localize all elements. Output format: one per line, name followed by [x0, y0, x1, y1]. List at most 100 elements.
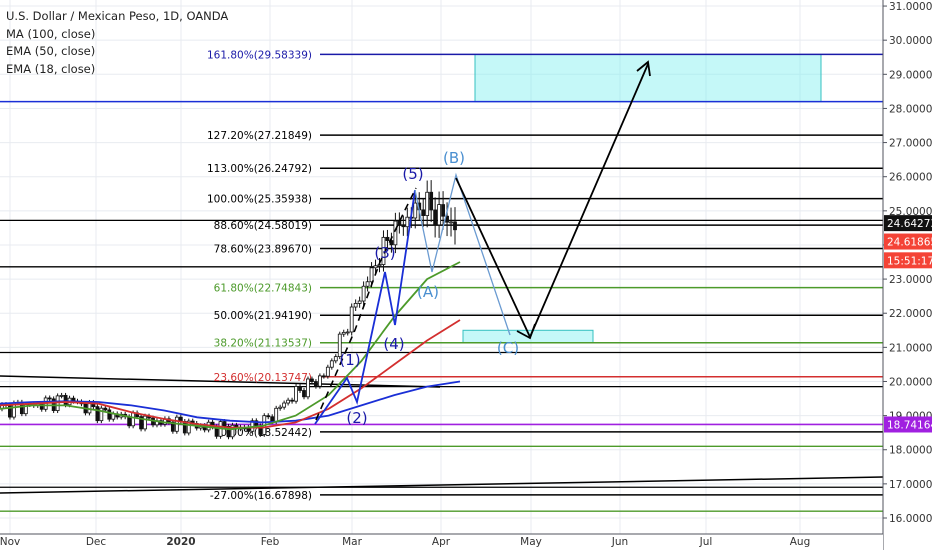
- candle-body: [294, 386, 298, 402]
- candle-body: [222, 421, 227, 427]
- fib-label: 0.00%(18.52442): [220, 427, 312, 439]
- forecast-arrowhead-up: [636, 60, 651, 77]
- candle-body: [306, 378, 310, 398]
- wave-label: (3): [374, 244, 395, 262]
- wave-label: (4): [383, 335, 404, 353]
- candle-body: [413, 202, 418, 219]
- time-tick-label: Jul: [699, 536, 713, 548]
- candle-body: [310, 378, 314, 382]
- fib-label: 161.80%(29.58339): [207, 49, 312, 61]
- price-tick-label: 16.00000: [889, 513, 932, 525]
- impulse-wave: [314, 189, 416, 425]
- price-tick-label: 29.00000: [889, 69, 932, 81]
- time-tick-label: Apr: [432, 536, 451, 548]
- wave-label: (B): [443, 149, 465, 167]
- candle-body: [270, 416, 275, 423]
- purple-price-badge: 18.74164: [887, 419, 932, 431]
- price-tick-label: 27.00000: [889, 138, 932, 150]
- price-tick-label: 31.00000: [889, 1, 932, 13]
- corrective-wave: [414, 172, 511, 336]
- candle-body: [107, 409, 112, 420]
- candle-body: [278, 406, 283, 409]
- candle-body: [329, 360, 334, 368]
- time-axis: Nov Dec 2020 Feb Mar Apr May Jun Jul Aug: [0, 533, 883, 550]
- candle-body: [321, 375, 326, 378]
- fib-label: 127.20%(27.21849): [207, 130, 312, 142]
- price-tick-label: 18.00000: [889, 445, 932, 457]
- fib-levels: 161.80%(29.58339) 127.20%(27.21849) 113.00…: [207, 49, 883, 502]
- candle-body: [441, 204, 445, 217]
- price-tick-label: 21.00000: [889, 342, 932, 354]
- candle-body: [353, 302, 358, 308]
- symbol-title[interactable]: U.S. Dollar / Mexican Peso, 1D, OANDA: [6, 9, 229, 23]
- chart-legend: U.S. Dollar / Mexican Peso, 1D, OANDA MA…: [6, 8, 228, 78]
- candle-body: [317, 375, 322, 387]
- candle-body: [429, 191, 434, 211]
- ma-line: [0, 261, 461, 431]
- time-tick-label: Feb: [261, 536, 280, 548]
- forecast-path: [455, 63, 649, 340]
- candle-body: [95, 406, 100, 422]
- ma-line: [0, 319, 461, 429]
- candle-body: [314, 381, 318, 387]
- time-axis-bg: [0, 534, 883, 550]
- candle-body: [298, 386, 302, 391]
- price-tick-label: 20.00000: [889, 376, 932, 388]
- fib-label: 61.80%(22.74843): [214, 283, 312, 295]
- candle-body: [127, 416, 132, 427]
- candle-body: [325, 366, 330, 377]
- candle-body: [405, 216, 410, 228]
- candle-body: [365, 281, 370, 287]
- fib-label: 100.00%(25.35938): [207, 194, 312, 206]
- price-tick-label: 25.00000: [889, 206, 932, 218]
- fib-label: 23.60%(20.13747): [214, 372, 312, 384]
- candle-body: [230, 424, 235, 438]
- fib-label: 88.60%(24.58019): [214, 220, 312, 232]
- candle-body: [421, 209, 426, 216]
- price-tick-label: 22.00000: [889, 308, 932, 320]
- fib-label: 50.00%(21.94190): [214, 310, 312, 322]
- time-tick-label: 2020: [166, 536, 195, 548]
- study-ema50[interactable]: EMA (50, close): [6, 44, 96, 58]
- study-ma100[interactable]: MA (100, close): [6, 26, 96, 41]
- study-ema18[interactable]: EMA (18, close): [6, 61, 96, 76]
- price-axis-bg: [883, 0, 932, 550]
- ma-price-badge-bg: [884, 233, 932, 250]
- candle-body: [373, 265, 378, 269]
- wave-label: (2): [346, 409, 367, 427]
- candle-body: [345, 331, 350, 334]
- horizontal-lines: [0, 100, 884, 512]
- fib-label: -27.00%(16.67898): [210, 490, 312, 502]
- fib-label: 78.60%(23.89670): [214, 243, 312, 255]
- candle-body: [39, 403, 44, 410]
- price-tick-label: 17.00000: [889, 479, 932, 491]
- candle-body: [266, 415, 271, 418]
- candle-body: [290, 399, 294, 402]
- candle-body: [401, 224, 406, 228]
- fib-label: 113.00%(26.24792): [207, 163, 312, 175]
- candle-body: [377, 264, 382, 267]
- price-tick-label: 23.00000: [889, 274, 932, 286]
- countdown-badge-bg: [884, 252, 932, 269]
- wave-label: (A): [417, 283, 439, 301]
- candle-body: [131, 412, 136, 427]
- candle-body: [226, 425, 231, 438]
- candle-body: [385, 236, 390, 241]
- time-tick-label: Mar: [342, 536, 362, 548]
- candle-body: [99, 407, 104, 422]
- ma-line: [0, 380, 461, 424]
- candle-body: [274, 407, 279, 423]
- wave-drawings: (1) (2) (3) (4) (5) (A) (B) (C): [314, 60, 651, 427]
- last-price-badge: 24.64273: [887, 218, 932, 230]
- candle-body: [302, 390, 306, 398]
- candle-body: [139, 416, 143, 430]
- candle-body: [449, 221, 453, 224]
- candle-body: [453, 221, 457, 231]
- moving-averages: [0, 261, 461, 431]
- candle-body: [369, 267, 374, 283]
- candle-body: [282, 402, 287, 408]
- candle-body: [63, 394, 68, 406]
- candle-body: [361, 285, 366, 302]
- candle-body: [103, 407, 108, 411]
